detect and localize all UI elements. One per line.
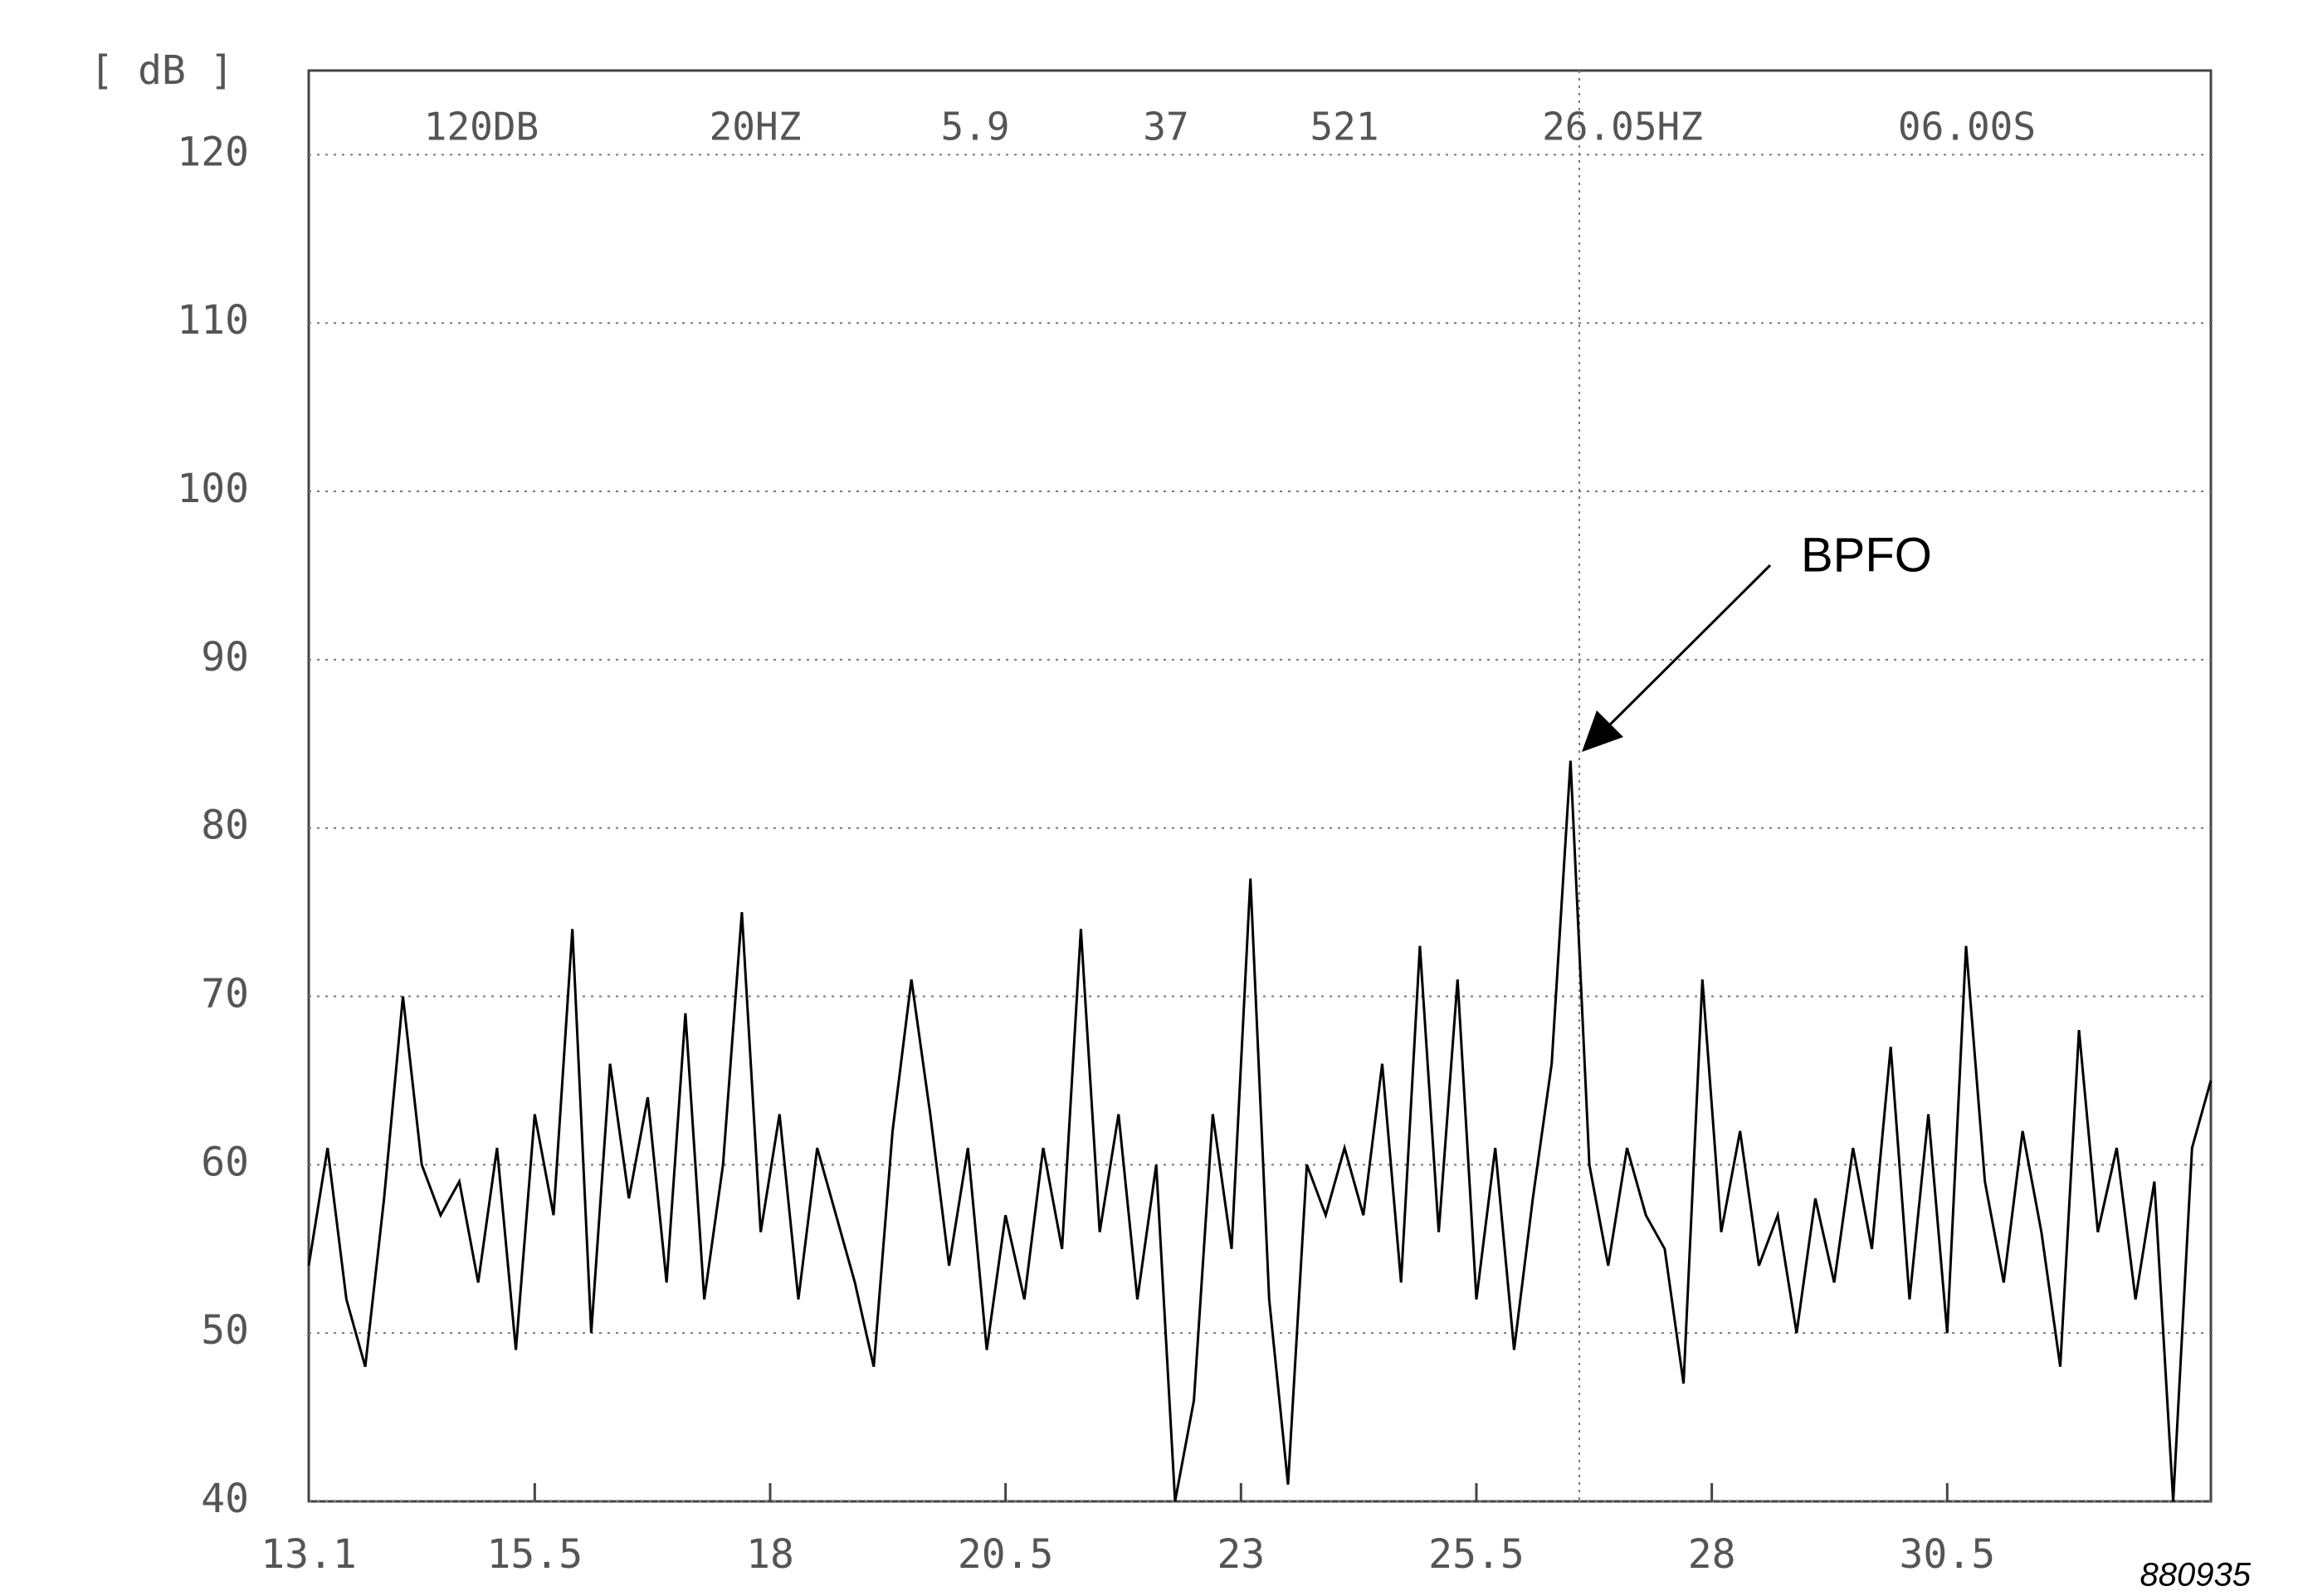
header-item: 06.00S	[1898, 105, 2036, 149]
annotation: BPFO	[1801, 528, 1932, 582]
x-tick-label: 20.5	[958, 1531, 1054, 1578]
y-tick-label: 120	[177, 129, 249, 175]
y-tick-label: 60	[201, 1139, 249, 1185]
x-tick-label: 23	[1217, 1531, 1265, 1578]
header-item: 26.05HZ	[1542, 105, 1703, 149]
plot-frame	[307, 69, 2213, 1503]
x-tick-label: 30.5	[1900, 1531, 1996, 1578]
annotation-arrow	[1604, 564, 1772, 730]
spectrum-line	[307, 760, 2213, 1502]
x-tick-label: 13.1	[261, 1531, 357, 1578]
figure-id: 880935	[2140, 1557, 2252, 1594]
y-tick-label: 50	[201, 1307, 249, 1354]
x-tick-label: 18	[746, 1531, 794, 1578]
y-tick-label: 80	[201, 803, 249, 849]
header-item: 20HZ	[710, 105, 802, 149]
y-tick-label: 110	[177, 297, 249, 344]
y-tick-label: 70	[201, 971, 249, 1018]
y-tick-label: 100	[177, 466, 249, 512]
header-item: 521	[1310, 105, 1378, 149]
y-tick-label: 90	[201, 634, 249, 681]
x-tick-label: 28	[1688, 1531, 1736, 1578]
y-tick-label: 40	[201, 1476, 249, 1522]
header-item: 37	[1143, 105, 1188, 149]
arrow-head	[1582, 710, 1623, 752]
x-tick-label: 15.5	[487, 1531, 583, 1578]
header-item: 5.9	[940, 105, 1009, 149]
y-axis-label: [ dB ]	[90, 47, 233, 94]
x-tick-label: 25.5	[1428, 1531, 1525, 1578]
header-item: 120DB	[424, 105, 539, 149]
